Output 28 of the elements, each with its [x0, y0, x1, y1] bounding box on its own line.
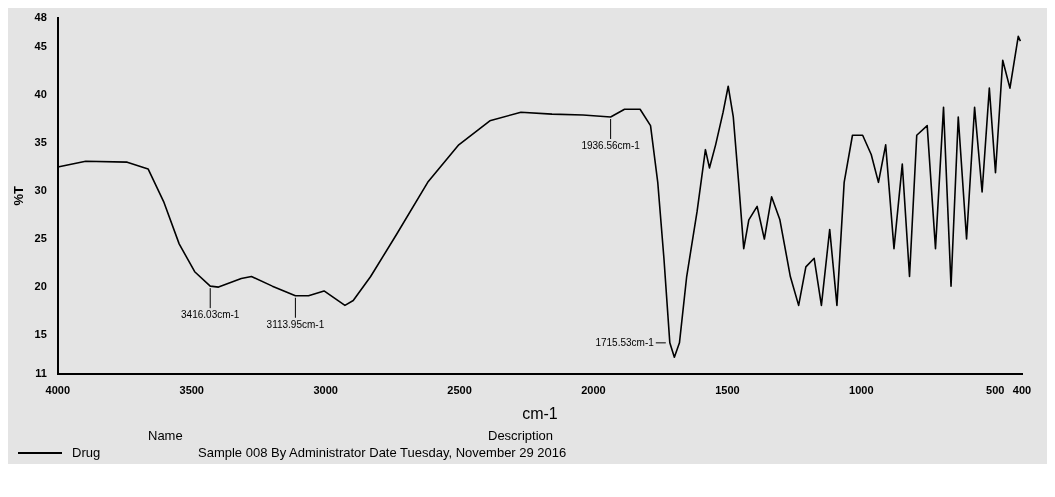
y-tick-label: 15 [34, 328, 47, 341]
y-tick-label: 35 [34, 135, 47, 148]
annotation: 1715.53cm-1 [595, 336, 655, 348]
y-tick-label: 20 [34, 280, 47, 293]
annotation: 3416.03cm-1 [181, 308, 240, 320]
x-tick-label: 500 [986, 384, 1005, 397]
annotation: 3113.95cm-1 [266, 318, 325, 330]
x-tick-label: 2500 [447, 384, 472, 397]
x-axis-title: cm-1 [522, 404, 558, 422]
legend-label: Drug [72, 445, 101, 460]
x-tick-label: 4000 [45, 384, 71, 397]
y-tick-label: 25 [34, 232, 47, 245]
y-axis-title: %T [11, 185, 27, 206]
annotation: 1936.56cm-1 [581, 139, 641, 151]
text: Sample 008 By Administrator Date Tuesday, November 29 2016 [198, 445, 568, 460]
x-tick-label: 2000 [581, 384, 606, 397]
text: Name [147, 428, 184, 443]
x-tick-label: 1500 [715, 384, 740, 397]
y-tick-label: 30 [34, 184, 47, 197]
y-tick-label: 45 [34, 39, 47, 52]
x-tick-label: 1000 [849, 384, 874, 397]
x-tick-label: 3500 [179, 384, 204, 397]
x-tick-label: 400 [1012, 384, 1032, 397]
y-tick-label: 11 [35, 366, 47, 379]
text: Description [487, 428, 555, 443]
y-tick-label: 48 [34, 11, 47, 24]
x-tick-label: 3000 [313, 384, 338, 397]
y-tick-label: 40 [34, 87, 47, 100]
